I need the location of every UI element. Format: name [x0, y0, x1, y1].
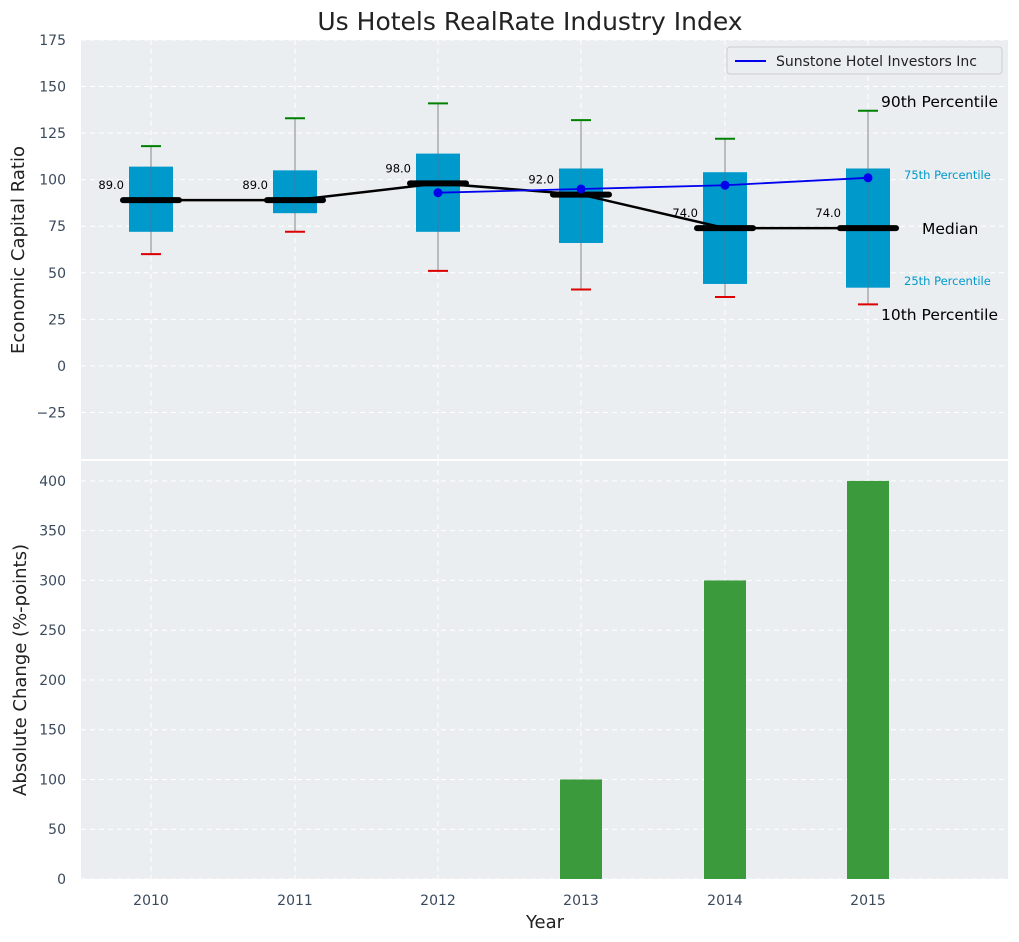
annotation-90th-percentile: 90th Percentile [881, 93, 998, 111]
bottom-y-axis-label: Absolute Change (%-points) [10, 544, 31, 796]
median-value-label: 92.0 [528, 173, 554, 187]
bottom-y-tick-label: 50 [48, 822, 66, 838]
median-value-label: 89.0 [98, 178, 124, 192]
annotation-75th-percentile: 75th Percentile [904, 168, 991, 182]
company-series-point [433, 188, 443, 198]
top-y-axis-label: Economic Capital Ratio [8, 146, 29, 354]
legend-label: Sunstone Hotel Investors Inc [776, 54, 977, 70]
top-y-tick-label: 25 [48, 312, 66, 328]
change-bar [560, 779, 602, 879]
top-y-tick-label: 50 [48, 266, 66, 282]
x-tick-label: 2014 [707, 893, 743, 909]
bottom-y-tick-label: 350 [39, 524, 66, 540]
bottom-y-tick-label: 100 [39, 772, 66, 788]
x-tick-label: 2011 [277, 893, 313, 909]
x-axis-label: Year [525, 912, 565, 933]
change-bar [704, 580, 746, 879]
top-y-tick-label: 75 [48, 219, 66, 235]
chart-title: Us Hotels RealRate Industry Index [317, 7, 742, 36]
bottom-y-tick-label: 400 [39, 474, 66, 490]
axis-ticks: 1751501251007550250−25400350300250200150… [36, 33, 885, 909]
company-series-point [576, 184, 586, 194]
annotation-10th-percentile: 10th Percentile [881, 306, 998, 324]
bottom-y-tick-label: 200 [39, 673, 66, 689]
annotation-median: Median [922, 220, 978, 238]
top-y-tick-label: −25 [36, 405, 66, 421]
median-value-label: 74.0 [672, 206, 698, 220]
x-tick-label: 2015 [850, 893, 886, 909]
x-tick-label: 2010 [133, 893, 169, 909]
box-plot-marks: 89.0 89.0 98.0 92.0 74.0 74.0 [98, 102, 899, 306]
bottom-y-tick-label: 150 [39, 723, 66, 739]
legend: Sunstone Hotel Investors Inc [726, 46, 1003, 75]
company-series-point [720, 180, 730, 190]
company-series-line [437, 176, 869, 194]
top-y-tick-label: 0 [57, 359, 66, 375]
median-value-label: 98.0 [385, 161, 411, 175]
top-y-tick-label: 100 [39, 173, 66, 189]
median-value-label: 89.0 [242, 178, 268, 192]
x-tick-label: 2013 [563, 893, 599, 909]
change-bar [847, 480, 889, 879]
company-series-point [863, 173, 873, 183]
top-y-tick-label: 125 [39, 126, 66, 142]
legend-box [726, 46, 1003, 75]
bottom-y-tick-label: 0 [57, 872, 66, 888]
annotation-25th-percentile: 25th Percentile [904, 274, 991, 288]
bottom-y-tick-label: 250 [39, 623, 66, 639]
top-y-tick-label: 150 [39, 80, 66, 96]
median-value-label: 74.0 [815, 206, 841, 220]
top-y-tick-label: 175 [39, 33, 66, 49]
bottom-y-tick-label: 300 [39, 573, 66, 589]
bar-marks [560, 480, 889, 879]
x-tick-label: 2012 [420, 893, 456, 909]
